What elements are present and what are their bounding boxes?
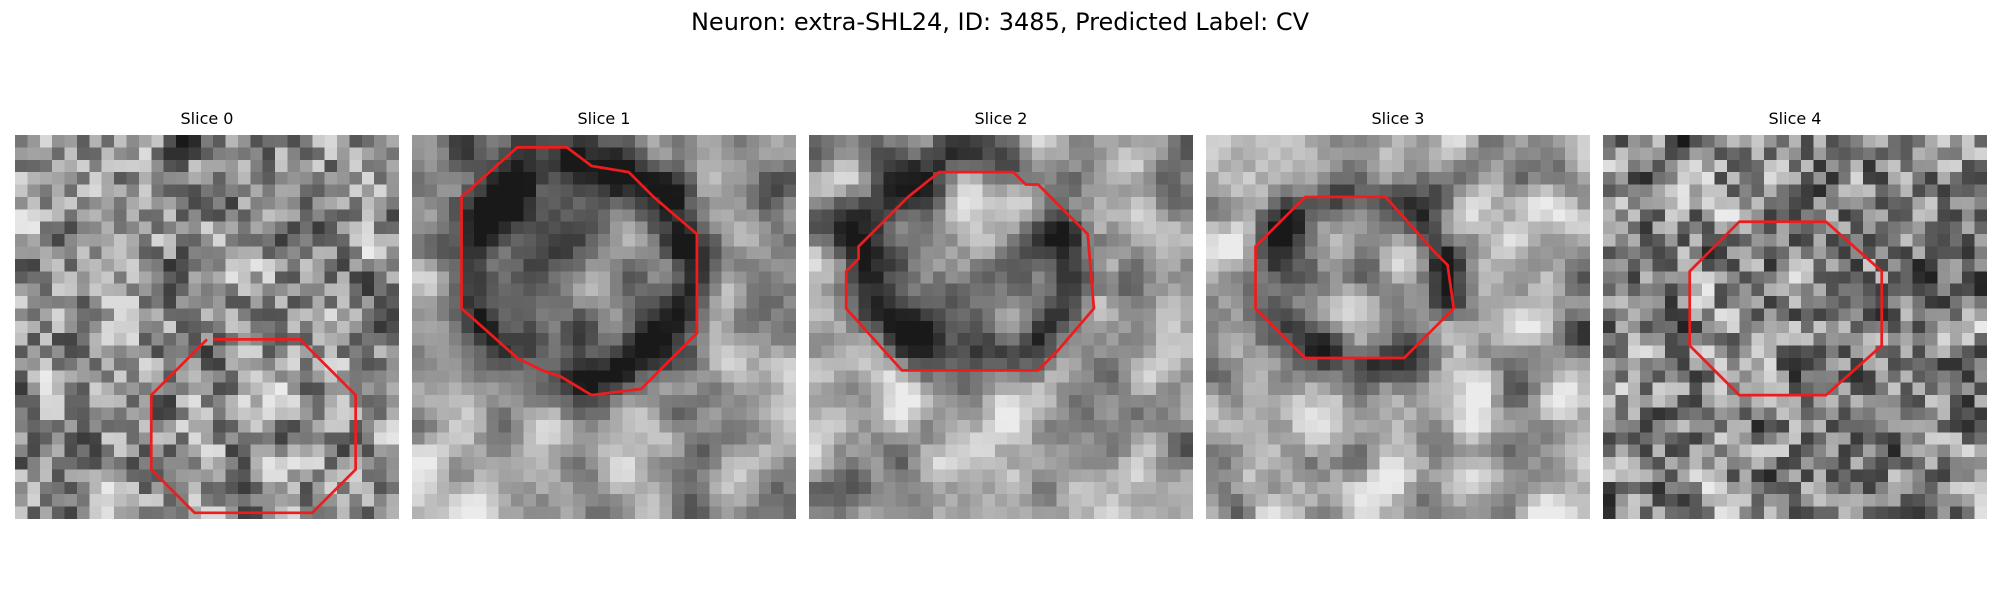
slice-title: Slice 2: [974, 109, 1028, 128]
slice-panel-0: Slice 0: [15, 108, 399, 520]
slice-image: [1206, 135, 1590, 519]
cell-contour: [460, 146, 699, 397]
slice-title: Slice 1: [577, 109, 631, 128]
slice-title: Slice 3: [1371, 109, 1425, 128]
slice-image: [412, 135, 796, 519]
slice-title: Slice 0: [180, 109, 234, 128]
slice-panel-1: Slice 1: [412, 108, 796, 520]
cell-contour: [1254, 195, 1456, 360]
slice-panel-2: Slice 2: [809, 108, 1193, 520]
contour-overlay: [1254, 195, 1456, 360]
slice-image: [809, 135, 1193, 519]
figure-title: Neuron: extra-SHL24, ID: 3485, Predicted…: [690, 8, 1310, 36]
slice-panel-3: Slice 3: [1206, 108, 1590, 520]
contour-overlay: [149, 338, 358, 515]
slice-panel-4: Slice 4: [1603, 108, 1987, 520]
slice-image: [15, 135, 399, 519]
cell-contour: [844, 170, 1096, 372]
cell-contour: [149, 338, 358, 515]
contour-overlay: [460, 146, 699, 397]
cell-contour: [1688, 220, 1884, 397]
slice-title: Slice 4: [1768, 109, 1822, 128]
contour-overlay: [844, 170, 1096, 372]
slice-image: [1603, 135, 1987, 519]
contour-overlay: [1688, 220, 1884, 397]
